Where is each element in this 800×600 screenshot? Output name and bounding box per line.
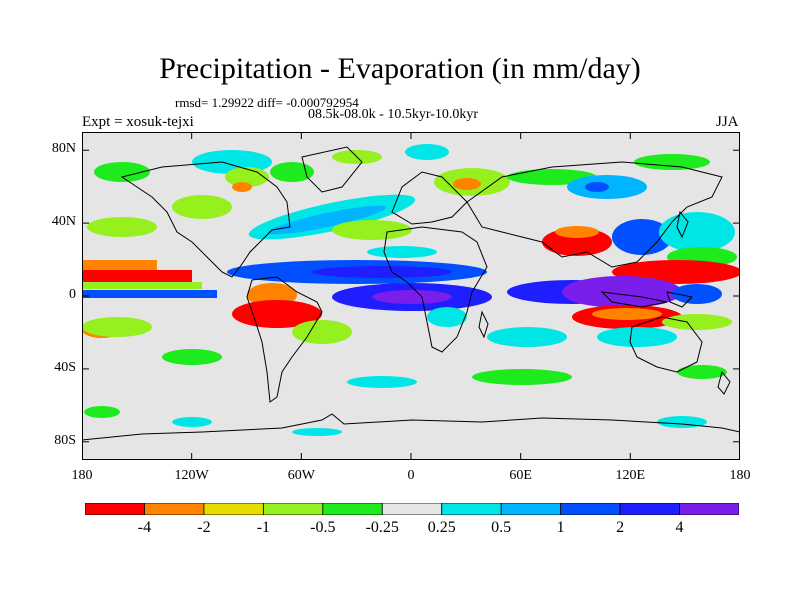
colorbar-label: -1	[256, 519, 271, 536]
field-blob	[592, 308, 662, 320]
colorbar-swatch	[500, 503, 562, 515]
colorbar-label: -0.25	[365, 519, 399, 536]
lat-tick-label: 80N	[51, 141, 76, 157]
coastline-madagascar	[478, 310, 489, 339]
field-blob	[585, 182, 609, 192]
colorbar-swatch	[322, 503, 383, 515]
coastline-greenland	[301, 146, 363, 193]
coastline-indonesia	[600, 291, 668, 308]
field-blob	[405, 144, 449, 160]
world-map	[82, 132, 740, 460]
experiment-label: Expt = xosuk-tejxi	[82, 114, 194, 130]
field-blob	[270, 162, 314, 182]
field-blob	[172, 195, 232, 219]
field-blob	[372, 290, 452, 304]
field-blob	[672, 284, 722, 304]
field-blob	[634, 154, 710, 170]
colorbar-label: 2	[616, 519, 625, 536]
field-blob	[232, 182, 252, 192]
field-blob	[367, 246, 437, 258]
lon-tick-label: 120W	[174, 468, 209, 483]
field-blob	[662, 314, 732, 330]
coastlines	[82, 146, 740, 441]
field-blob	[427, 307, 467, 327]
field-blob	[487, 327, 567, 347]
field-blob	[268, 205, 386, 235]
lat-tick-label: 40N	[51, 214, 76, 230]
lon-tick-label: 180	[729, 468, 751, 483]
field-blob	[82, 317, 152, 337]
field-blob	[562, 276, 682, 308]
colorbar-swatch	[381, 503, 443, 515]
colorbar-swatch	[85, 503, 145, 515]
field-blob	[162, 349, 222, 365]
field-blob	[94, 162, 150, 182]
lat-tick-label: 80S	[54, 432, 76, 448]
colorbar-swatch	[262, 503, 324, 515]
colorbar-label: 1	[556, 519, 565, 536]
field-blob	[453, 178, 481, 190]
plot-title: Precipitation - Evaporation (in mm/day)	[159, 52, 641, 85]
field-blob	[225, 167, 269, 187]
colorbar-label: 0.5	[491, 519, 512, 536]
season-label: JJA	[716, 114, 739, 130]
colorbar-swatch	[560, 503, 621, 515]
colorbar-swatch	[203, 503, 264, 515]
field-blob	[82, 270, 192, 282]
colorbar-swatch	[619, 503, 680, 515]
field-blob	[555, 226, 599, 238]
field-blob	[332, 220, 412, 240]
field-blob	[82, 260, 157, 270]
coastline-africa	[383, 226, 488, 353]
lon-tick-label: 120E	[615, 468, 646, 483]
lat-ticks	[82, 149, 740, 443]
field-blob	[82, 282, 202, 289]
colorbar-swatch	[679, 503, 739, 515]
field-blob	[292, 428, 342, 436]
colorbar-swatch	[144, 503, 205, 515]
field-blob	[87, 217, 157, 237]
field-blob	[232, 300, 322, 328]
coastline-new-guinea	[666, 291, 694, 308]
field-blob	[347, 376, 417, 388]
coastline-new-zealand	[717, 370, 731, 395]
coastline-south-america	[246, 276, 323, 403]
colorbar-label: -0.5	[310, 519, 336, 536]
lat-tick-label: 0	[69, 287, 76, 302]
colorbar-label: -4	[137, 519, 152, 536]
coastline-japan	[676, 210, 689, 239]
field-blob	[677, 365, 727, 379]
period-text: 08.5k-08.0k - 10.5kyr-10.0kyr	[308, 107, 479, 122]
coastline-north-america	[120, 161, 291, 278]
lon-tick-label: 60E	[509, 468, 532, 483]
stats-text: rmsd= 1.29922 diff= -0.000792954	[175, 95, 359, 110]
lon-tick-label: 60W	[287, 468, 315, 483]
coastline-europe	[391, 171, 468, 225]
colorbar-label: 0.25	[427, 519, 456, 536]
coastline-asia	[466, 161, 723, 268]
field-blob	[597, 327, 677, 347]
field-blob	[472, 369, 572, 385]
colorbar-label: 4	[675, 519, 684, 536]
lon-ticks	[82, 132, 740, 460]
colorbar	[85, 503, 739, 515]
lon-tick-label: 180	[71, 468, 93, 483]
field-blob	[172, 417, 212, 427]
lon-tick-label: 0	[407, 468, 415, 483]
lat-tick-label: 40S	[54, 359, 76, 375]
field-blob	[82, 290, 217, 298]
colorbar-label: -2	[197, 519, 211, 536]
coastline-australia	[629, 316, 703, 373]
coastline-antarctica	[82, 413, 740, 441]
field-blob	[84, 406, 120, 418]
field-blob	[659, 212, 735, 252]
colorbar-swatch	[441, 503, 502, 515]
field-blob	[312, 266, 452, 278]
field-blob	[612, 219, 672, 255]
field-blob	[292, 320, 352, 344]
